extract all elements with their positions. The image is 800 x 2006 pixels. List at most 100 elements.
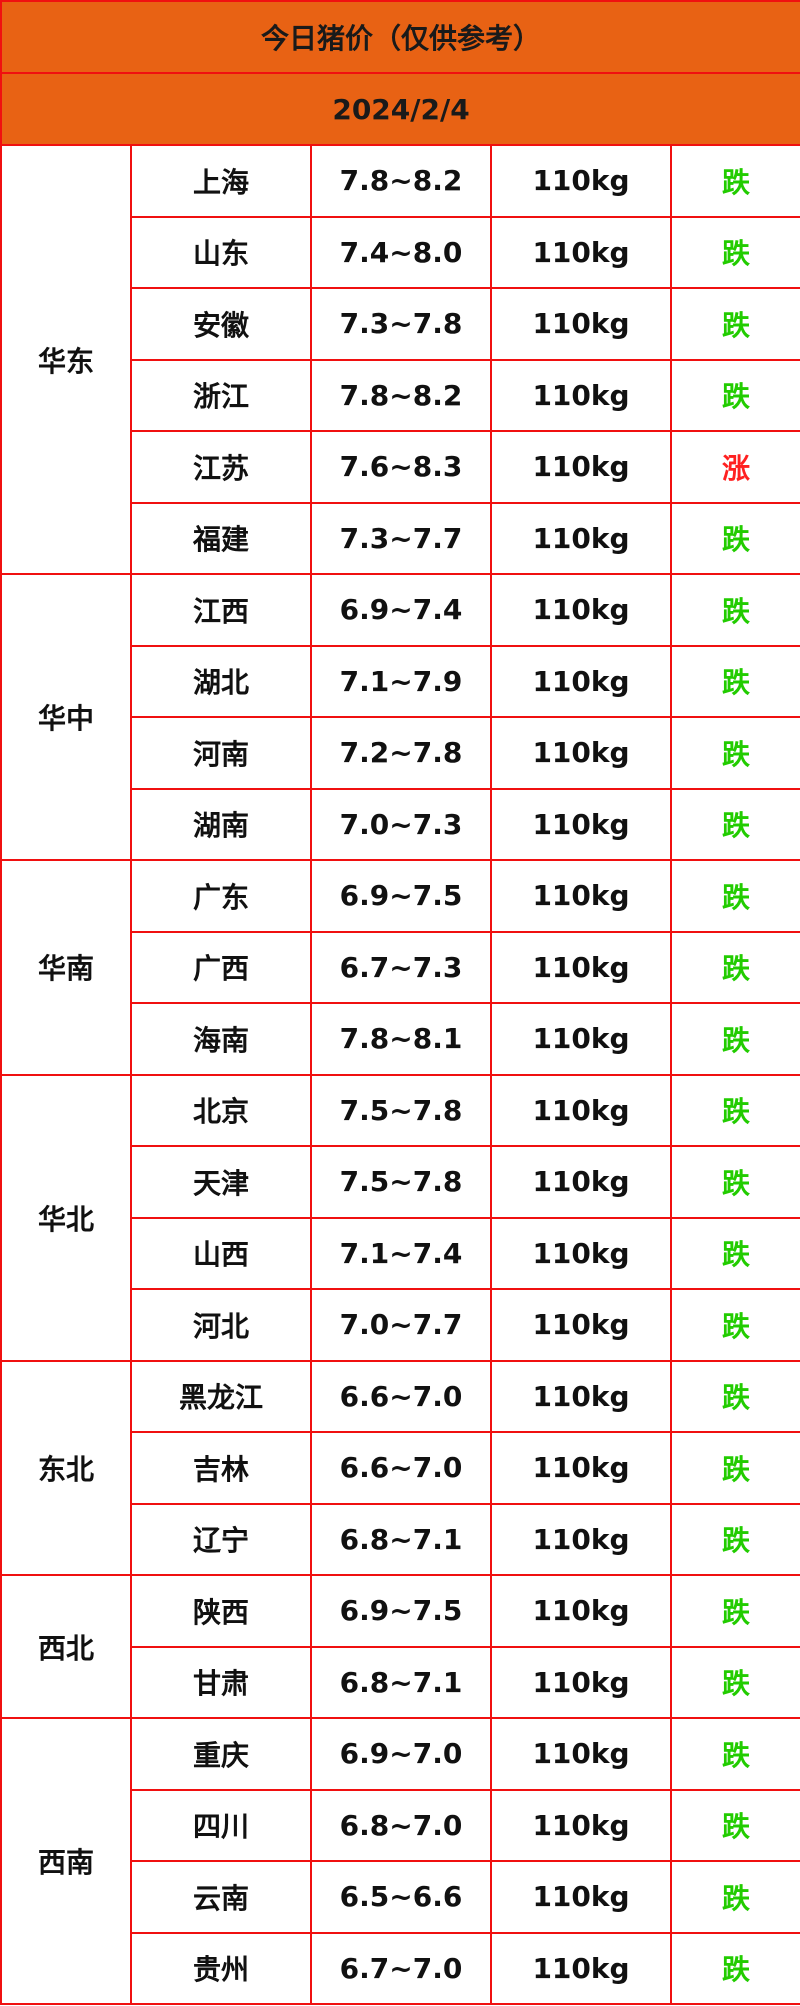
trend-cell: 跌: [669, 1860, 800, 1934]
table-row: 贵州 6.7~7.0 110kg 跌: [1, 1931, 800, 2005]
table-row: 华北 北京 7.5~7.8 110kg 跌: [0, 1073, 800, 1362]
table-row: 吉林 6.6~7.0 110kg 跌: [1, 1431, 800, 1505]
price-cell: 7.8~8.2: [310, 144, 492, 218]
table-row: 西南 重庆 6.9~7.0 110kg 跌: [0, 1717, 800, 2005]
weight-cell: 110kg: [490, 1645, 672, 1719]
trend-cell: 跌: [669, 1216, 800, 1290]
trend-cell: 跌: [669, 215, 800, 289]
trend-cell: 跌: [669, 1073, 800, 1147]
province-cell: 甘肃: [130, 1645, 312, 1719]
trend-cell: 跌: [669, 1145, 800, 1219]
table-row: 西北 陕西 6.9~7.5 110kg 跌: [0, 1574, 800, 1719]
weight-cell: 110kg: [490, 1860, 672, 1934]
price-cell: 6.9~7.0: [310, 1717, 492, 1791]
province-cell: 贵州: [130, 1931, 312, 2005]
price-cell: 6.6~7.0: [310, 1359, 492, 1433]
price-cell: 6.8~7.1: [310, 1645, 492, 1719]
table-row: 山东 7.4~8.0 110kg 跌: [1, 215, 800, 289]
price-cell: 6.9~7.4: [310, 573, 492, 647]
price-cell: 7.3~7.8: [310, 287, 492, 361]
table-row: 华南 广东 6.9~7.5 110kg 跌: [0, 859, 800, 1076]
weight-cell: 110kg: [490, 1073, 672, 1147]
weight-cell: 110kg: [490, 215, 672, 289]
price-cell: 7.6~8.3: [310, 430, 492, 504]
price-cell: 6.9~7.5: [310, 1574, 492, 1648]
table-row: 福建 7.3~7.7 110kg 跌: [1, 501, 800, 575]
table-row: 河北 7.0~7.7 110kg 跌: [1, 1288, 800, 1362]
table-title: 今日猪价（仅供参考）: [0, 0, 800, 74]
weight-cell: 110kg: [490, 573, 672, 647]
price-cell: 7.4~8.0: [310, 215, 492, 289]
province-cell: 天津: [130, 1145, 312, 1219]
price-cell: 7.8~8.1: [310, 1002, 492, 1076]
price-cell: 6.9~7.5: [310, 859, 492, 933]
table-row: 华东 上海 7.8~8.2 110kg 跌: [0, 144, 800, 575]
price-cell: 6.5~6.6: [310, 1860, 492, 1934]
trend-cell: 跌: [669, 1288, 800, 1362]
province-cell: 浙江: [130, 358, 312, 432]
weight-cell: 110kg: [490, 644, 672, 718]
weight-cell: 110kg: [490, 859, 672, 933]
trend-cell: 跌: [669, 644, 800, 718]
table-row: 广西 6.7~7.3 110kg 跌: [1, 930, 800, 1004]
table-row: 湖南 7.0~7.3 110kg 跌: [1, 787, 800, 861]
region-cell: 东北: [0, 1359, 132, 1576]
table-row: 湖北 7.1~7.9 110kg 跌: [1, 644, 800, 718]
province-cell: 吉林: [130, 1431, 312, 1505]
weight-cell: 110kg: [490, 1359, 672, 1433]
weight-cell: 110kg: [490, 1288, 672, 1362]
weight-cell: 110kg: [490, 1216, 672, 1290]
price-cell: 7.2~7.8: [310, 716, 492, 790]
province-cell: 江苏: [130, 430, 312, 504]
weight-cell: 110kg: [490, 1502, 672, 1576]
weight-cell: 110kg: [490, 930, 672, 1004]
province-cell: 海南: [130, 1002, 312, 1076]
trend-cell: 跌: [669, 1002, 800, 1076]
province-cell: 湖南: [130, 787, 312, 861]
price-cell: 7.3~7.7: [310, 501, 492, 575]
province-cell: 北京: [130, 1073, 312, 1147]
trend-cell: 跌: [669, 930, 800, 1004]
price-cell: 6.8~7.0: [310, 1788, 492, 1862]
price-cell: 6.6~7.0: [310, 1431, 492, 1505]
weight-cell: 110kg: [490, 501, 672, 575]
price-cell: 7.0~7.7: [310, 1288, 492, 1362]
price-cell: 6.7~7.3: [310, 930, 492, 1004]
weight-cell: 110kg: [490, 144, 672, 218]
province-cell: 广西: [130, 930, 312, 1004]
province-cell: 河南: [130, 716, 312, 790]
region-cell: 华南: [0, 859, 132, 1076]
trend-cell: 跌: [669, 501, 800, 575]
trend-cell: 跌: [669, 716, 800, 790]
table-row: 辽宁 6.8~7.1 110kg 跌: [1, 1502, 800, 1576]
province-cell: 陕西: [130, 1574, 312, 1648]
region-cell: 华中: [0, 573, 132, 861]
province-cell: 山东: [130, 215, 312, 289]
table-row: 云南 6.5~6.6 110kg 跌: [1, 1860, 800, 1934]
trend-cell: 跌: [669, 787, 800, 861]
table-row: 山西 7.1~7.4 110kg 跌: [1, 1216, 800, 1290]
weight-cell: 110kg: [490, 1145, 672, 1219]
trend-cell: 跌: [669, 1359, 800, 1433]
price-cell: 7.8~8.2: [310, 358, 492, 432]
province-cell: 四川: [130, 1788, 312, 1862]
table-row: 东北 黑龙江 6.6~7.0 110kg 跌: [0, 1359, 800, 1576]
price-cell: 6.8~7.1: [310, 1502, 492, 1576]
table-row: 甘肃 6.8~7.1 110kg 跌: [1, 1645, 800, 1719]
price-cell: 6.7~7.0: [310, 1931, 492, 2005]
weight-cell: 110kg: [490, 430, 672, 504]
weight-cell: 110kg: [490, 287, 672, 361]
table-row: 浙江 7.8~8.2 110kg 跌: [1, 358, 800, 432]
province-cell: 山西: [130, 1216, 312, 1290]
region-cell: 西南: [0, 1717, 132, 2005]
province-cell: 黑龙江: [130, 1359, 312, 1433]
province-cell: 广东: [130, 859, 312, 933]
region-cell: 西北: [0, 1574, 132, 1719]
weight-cell: 110kg: [490, 716, 672, 790]
trend-cell: 跌: [669, 1502, 800, 1576]
table-row: 安徽 7.3~7.8 110kg 跌: [1, 287, 800, 361]
trend-cell: 涨: [669, 430, 800, 504]
trend-cell: 跌: [669, 1645, 800, 1719]
weight-cell: 110kg: [490, 358, 672, 432]
